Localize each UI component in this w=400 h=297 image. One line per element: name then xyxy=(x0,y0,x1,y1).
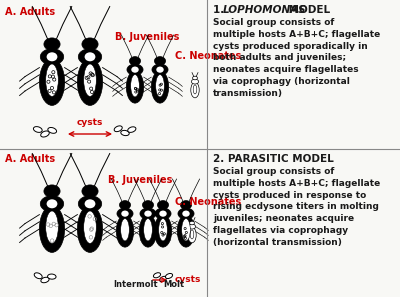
Ellipse shape xyxy=(40,49,64,65)
Ellipse shape xyxy=(39,59,64,105)
Ellipse shape xyxy=(182,219,190,241)
Ellipse shape xyxy=(156,67,164,73)
Ellipse shape xyxy=(177,215,195,247)
Text: C. Neonates: C. Neonates xyxy=(175,51,241,61)
Ellipse shape xyxy=(178,208,194,219)
Ellipse shape xyxy=(160,276,166,282)
Text: Intermolt: Intermolt xyxy=(114,280,158,289)
Ellipse shape xyxy=(120,200,130,209)
Ellipse shape xyxy=(155,208,171,219)
Ellipse shape xyxy=(34,127,42,132)
Ellipse shape xyxy=(78,206,102,252)
Ellipse shape xyxy=(154,57,166,65)
Ellipse shape xyxy=(44,38,60,50)
Ellipse shape xyxy=(139,215,157,247)
Ellipse shape xyxy=(78,49,102,65)
Ellipse shape xyxy=(128,127,136,132)
Text: LOPHOMONAS: LOPHOMONAS xyxy=(223,5,307,15)
Text: Molt: Molt xyxy=(164,280,184,289)
Ellipse shape xyxy=(116,215,134,247)
Ellipse shape xyxy=(46,52,58,61)
Ellipse shape xyxy=(41,131,49,137)
Text: 2. PARASITIC MODEL: 2. PARASITIC MODEL xyxy=(213,154,334,164)
Ellipse shape xyxy=(127,64,143,75)
Text: Social group consists of
multiple hosts A+B+C; flagellate
cysts produced sporadi: Social group consists of multiple hosts … xyxy=(213,18,380,98)
Ellipse shape xyxy=(46,199,58,208)
Ellipse shape xyxy=(82,38,98,50)
Ellipse shape xyxy=(190,221,194,225)
Ellipse shape xyxy=(156,75,164,97)
Ellipse shape xyxy=(154,215,172,247)
Text: C. Neonates: C. Neonates xyxy=(175,197,241,207)
Ellipse shape xyxy=(34,273,42,279)
Ellipse shape xyxy=(48,127,56,133)
Ellipse shape xyxy=(152,64,168,75)
Ellipse shape xyxy=(166,274,172,279)
Ellipse shape xyxy=(84,64,96,97)
Ellipse shape xyxy=(182,211,190,217)
Ellipse shape xyxy=(126,71,144,103)
Ellipse shape xyxy=(142,200,154,209)
Ellipse shape xyxy=(144,211,152,217)
Ellipse shape xyxy=(193,76,198,80)
Ellipse shape xyxy=(188,224,196,229)
Ellipse shape xyxy=(114,126,122,132)
Ellipse shape xyxy=(159,219,167,241)
Ellipse shape xyxy=(48,274,56,279)
Ellipse shape xyxy=(121,219,129,241)
Ellipse shape xyxy=(192,79,199,84)
Text: 1.: 1. xyxy=(213,5,228,15)
Text: Social group consists of
multiple hosts A+B+C; flagellate
cysts produced in resp: Social group consists of multiple hosts … xyxy=(213,167,380,247)
Text: A. Adults: A. Adults xyxy=(5,154,55,164)
Ellipse shape xyxy=(41,277,49,283)
Ellipse shape xyxy=(191,82,199,98)
Text: cysts: cysts xyxy=(77,118,103,127)
Text: B. Juveniles: B. Juveniles xyxy=(115,32,179,42)
Ellipse shape xyxy=(44,185,60,198)
Ellipse shape xyxy=(154,273,160,278)
Ellipse shape xyxy=(121,211,129,217)
Ellipse shape xyxy=(78,196,102,212)
Ellipse shape xyxy=(39,206,64,252)
Ellipse shape xyxy=(144,219,152,241)
Ellipse shape xyxy=(158,200,168,209)
Ellipse shape xyxy=(140,208,156,219)
Ellipse shape xyxy=(82,185,98,198)
Ellipse shape xyxy=(131,67,139,73)
Ellipse shape xyxy=(117,208,133,219)
Ellipse shape xyxy=(159,211,167,217)
Ellipse shape xyxy=(40,196,64,212)
Text: MODEL: MODEL xyxy=(285,5,330,15)
Ellipse shape xyxy=(46,64,58,97)
Ellipse shape xyxy=(188,227,196,243)
Text: B. Juveniles: B. Juveniles xyxy=(108,175,172,185)
Ellipse shape xyxy=(84,211,96,244)
Ellipse shape xyxy=(180,200,192,209)
Ellipse shape xyxy=(151,71,169,103)
Ellipse shape xyxy=(46,211,58,244)
Ellipse shape xyxy=(85,199,96,208)
Text: A. Adults: A. Adults xyxy=(5,7,55,17)
Text: cysts: cysts xyxy=(175,276,201,285)
Ellipse shape xyxy=(131,75,139,97)
Ellipse shape xyxy=(85,52,96,61)
Ellipse shape xyxy=(130,57,140,65)
Ellipse shape xyxy=(78,59,102,105)
Ellipse shape xyxy=(121,130,129,136)
